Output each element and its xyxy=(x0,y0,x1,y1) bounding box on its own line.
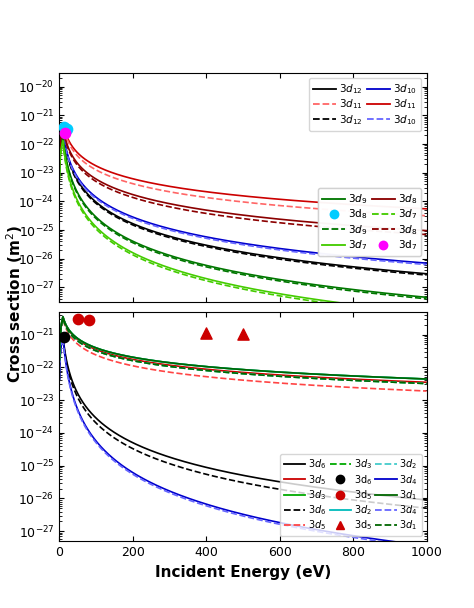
Legend: $3d_9$, $\mathrm{3d}_8$, $3d_9$, $3d_7$, $3d_8$, $3d_7$, $3d_8$, $\mathrm{3d}_7$: $3d_9$, $\mathrm{3d}_8$, $3d_9$, $3d_7$,… xyxy=(318,188,421,256)
Point xyxy=(61,123,68,133)
Point xyxy=(202,328,210,338)
Point xyxy=(85,315,92,325)
X-axis label: Incident Energy (eV): Incident Energy (eV) xyxy=(155,565,331,579)
Point xyxy=(74,314,82,324)
Point xyxy=(62,128,69,137)
Point xyxy=(60,332,68,342)
Point xyxy=(64,124,71,134)
Legend: $3d_6$, $3d_5$, $3d_3$, $3d_6$, $3d_5$, $3d_3$, $\mathrm{3d}_6$, $\mathrm{3d}_5$: $3d_6$, $3d_5$, $3d_3$, $3d_6$, $3d_5$, … xyxy=(280,454,422,536)
Text: Cross section (m$^2$): Cross section (m$^2$) xyxy=(5,225,26,383)
Point xyxy=(239,329,246,339)
